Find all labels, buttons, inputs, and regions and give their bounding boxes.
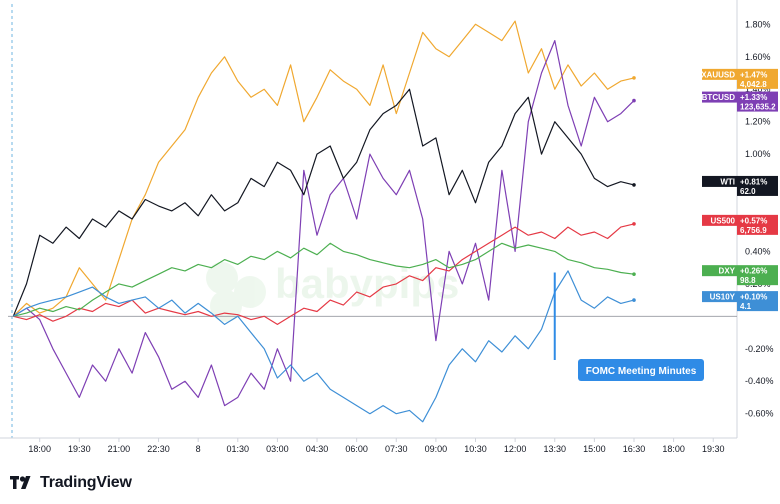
watermark-text: babypips [275,260,459,307]
series-label-value: 62.0 [740,187,756,196]
annotation-text: FOMC Meeting Minutes [586,366,697,377]
series-label-pct: +0.81% [740,177,767,186]
series-label-pct: +1.47% [740,70,767,79]
series-line-us500 [13,223,635,325]
x-tick-label: 18:00 [28,444,51,454]
y-tick-label: 1.00% [745,149,771,159]
series-end-point-wti [632,183,636,187]
series-label-us10y: US10Y +0.10%4.1 [702,291,778,312]
series-label-value: 4.1 [740,302,752,311]
y-tick-label: 1.20% [745,117,771,127]
series-label-pct: +0.10% [740,293,767,302]
series-label-value: 123,635.2 [740,103,776,112]
series-label-btcusd: BTCUSD +1.33%123,635.2 [702,91,778,112]
y-tick-label: -0.60% [745,409,774,419]
y-tick-label: 1.60% [745,52,771,62]
series-label-value-box [737,265,778,286]
series-label-name-box [702,291,737,303]
babypips-logo [206,262,266,322]
series-line-us10y [12,270,635,423]
y-tick-label: -0.20% [745,344,774,354]
x-tick-label: 09:00 [425,444,448,454]
x-tick-label: 03:00 [266,444,289,454]
x-tick-label: 21:00 [108,444,131,454]
x-tick-label: 13:30 [543,444,566,454]
x-tick-label: 07:30 [385,444,408,454]
x-tick-label: 22:30 [147,444,170,454]
series-label-name: WTI [720,177,735,186]
tradingview-brand: TradingView [40,474,132,491]
series-line-wti [12,88,635,317]
series-label-name: DXY [719,267,736,276]
x-tick-label: 10:30 [464,444,487,454]
series-line-dxy [13,242,635,317]
annotation-box [578,359,704,381]
series-label-value-box [737,291,778,312]
series-label-value-box [737,175,778,196]
series-label-name: US500 [711,216,736,225]
series-label-pct: +0.26% [740,267,767,276]
series-label-name: BTCUSD [702,93,736,102]
series-label-name-box [702,175,737,187]
chart-svg: babypips FOMC Meeting Minutes 1.80% 1.60%… [0,0,778,454]
series-label-xauusd: XAUUSD +1.47%4,042.8 [701,68,778,89]
series-end-point-xauusd [632,76,636,80]
series-label-value-box [737,68,778,89]
series-line-btcusd [12,39,635,407]
series-label-dxy: DXY +0.26%98.8 [702,265,778,286]
tradingview-logo-icon [10,476,31,489]
x-tick-label: 16:30 [623,444,646,454]
x-tick-label: 01:30 [227,444,250,454]
x-tick-label: 06:00 [345,444,368,454]
y-tick-label: 1.40% [745,84,771,94]
x-tick-label: 15:00 [583,444,606,454]
series-label-value: 6,756.9 [740,226,767,235]
x-tick-label: 8 [196,444,201,454]
series-end-point-us500 [632,222,636,226]
x-tick-label: 19:30 [68,444,91,454]
series-label-name-box [702,91,737,103]
series-label-value-box [737,214,778,235]
footer: TradingView [10,472,132,494]
series-end-point-us10y [632,298,636,302]
x-tick-label: 18:00 [662,444,685,454]
series-label-pct: +0.57% [740,216,767,225]
x-tick-label: 19:30 [702,444,725,454]
x-tick-label: 12:00 [504,444,527,454]
series-label-name-box [702,68,737,80]
x-tick-label: 04:30 [306,444,329,454]
series-label-value-box [737,91,778,112]
y-tick-label: -0.40% [745,376,774,386]
series-label-name: XAUUSD [701,70,735,79]
series-label-name-box [702,214,737,226]
series-label-value: 98.8 [740,276,756,285]
y-tick-label: 1.80% [745,19,771,29]
series-end-point-dxy [632,272,636,276]
y-tick-label: 0.40% [745,246,771,256]
series-label-value: 4,042.8 [740,80,767,89]
series-label-name-box [702,265,737,277]
series-label-wti: WTI +0.81%62.0 [702,175,778,196]
series-line-xauusd [12,20,635,317]
series-label-pct: +1.33% [740,93,767,102]
series-label-us500: US500 +0.57%6,756.9 [702,214,778,235]
series-label-name: US10Y [710,293,736,302]
watermark: babypips [206,260,459,322]
series-end-point-btcusd [632,98,636,103]
